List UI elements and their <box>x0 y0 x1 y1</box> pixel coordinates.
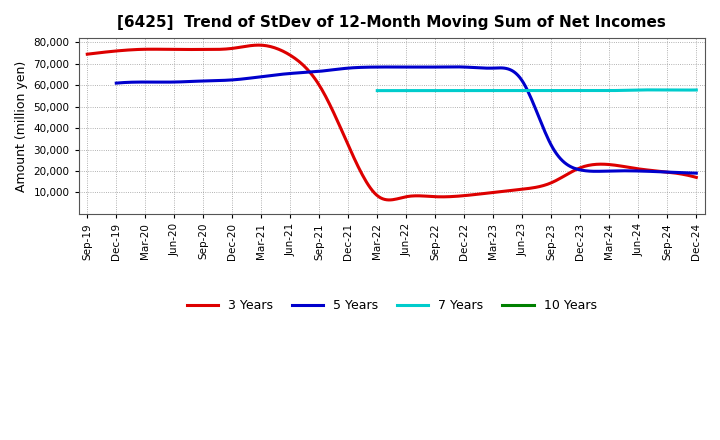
5 Years <box>112 81 121 86</box>
3 Years <box>692 175 701 180</box>
5 Years <box>603 169 611 174</box>
Line: 7 Years: 7 Years <box>377 90 696 91</box>
7 Years <box>373 88 382 93</box>
Title: [6425]  Trend of StDev of 12-Month Moving Sum of Net Incomes: [6425] Trend of StDev of 12-Month Moving… <box>117 15 666 30</box>
3 Years <box>254 43 263 48</box>
7 Years <box>594 88 603 93</box>
Line: 3 Years: 3 Years <box>87 45 696 200</box>
7 Years <box>643 87 652 92</box>
Legend: 3 Years, 5 Years, 7 Years, 10 Years: 3 Years, 5 Years, 7 Years, 10 Years <box>182 294 601 317</box>
3 Years <box>639 167 648 172</box>
5 Years <box>469 65 477 70</box>
5 Years <box>639 169 648 174</box>
7 Years <box>563 88 572 93</box>
3 Years <box>85 51 94 57</box>
Line: 5 Years: 5 Years <box>117 67 696 173</box>
3 Years <box>83 51 91 57</box>
5 Years <box>449 64 458 70</box>
5 Years <box>692 170 701 176</box>
7 Years <box>374 88 382 93</box>
7 Years <box>646 87 654 92</box>
Y-axis label: Amount (million yen): Amount (million yen) <box>15 60 28 191</box>
5 Years <box>114 81 122 86</box>
3 Years <box>448 194 456 199</box>
5 Years <box>459 64 468 70</box>
7 Years <box>568 88 577 93</box>
7 Years <box>692 87 701 92</box>
7 Years <box>562 88 570 93</box>
7 Years <box>665 88 673 93</box>
3 Years <box>384 197 393 202</box>
3 Years <box>449 194 458 199</box>
3 Years <box>460 193 469 198</box>
5 Years <box>457 64 466 70</box>
3 Years <box>600 161 609 167</box>
